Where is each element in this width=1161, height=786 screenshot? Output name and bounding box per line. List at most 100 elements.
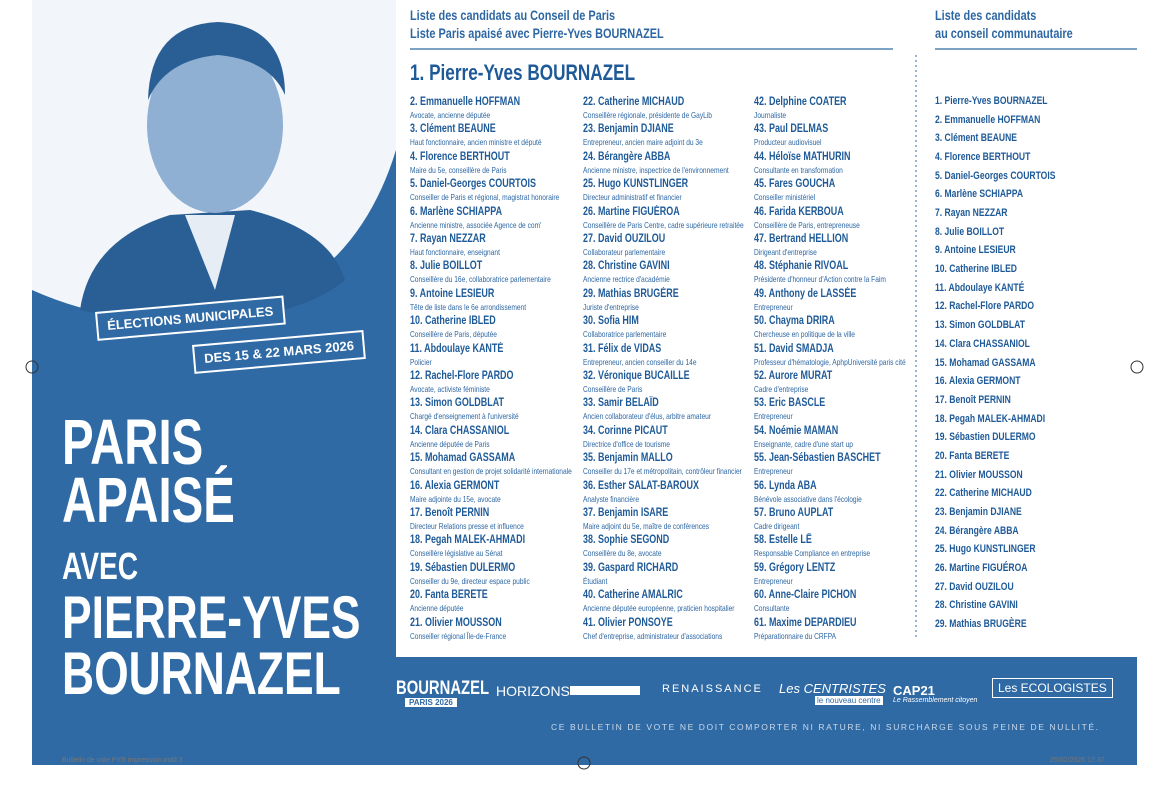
candidate-description: Conseillère du 8e, avocate xyxy=(583,548,662,559)
candidate-name: 51. David SMADJA xyxy=(754,342,834,355)
candidate-name: 30. Sofia HIM xyxy=(583,315,639,328)
logo-sub: le nouveau centre xyxy=(815,696,883,705)
candidate-name: 7. Rayan NEZZAR xyxy=(410,233,486,245)
candidate-name: 50. Chayma DRIRA xyxy=(754,315,835,328)
candidate-description: Conseillère législative au Sénat xyxy=(410,548,503,559)
candidate-description: Conseillère de Paris xyxy=(583,384,643,394)
candidate-description: Collaboratrice parlementaire xyxy=(583,329,667,340)
candidate-name: 24. Bérangère ABBA xyxy=(583,150,671,163)
candidate-description: Directeur administratif et financier xyxy=(583,192,682,203)
candidate-name: PIERRE-YVES xyxy=(62,584,361,651)
candidate-description: Ancienne députée de Paris xyxy=(410,438,490,449)
with: AVEC xyxy=(62,546,139,588)
candidate-description: Policier xyxy=(410,356,432,367)
candidate-name: 21. Olivier MOUSSON xyxy=(410,616,502,629)
logo: RENAISSANCE xyxy=(662,683,763,695)
notice: CE BULLETIN DE VOTE NE DOIT COMPORTER NI… xyxy=(551,722,1100,732)
candidate-name: 4. Florence BERTHOUT xyxy=(410,150,510,163)
candidate-description: Cadre dirigeant xyxy=(754,521,800,531)
candidate-description: Producteur audiovisuel xyxy=(754,137,822,148)
community-candidate: 2. Emmanuelle HOFFMAN xyxy=(935,113,1041,126)
candidate-description: Conseiller régional Île-de-France xyxy=(410,630,507,641)
candidate-description: Maire adjointe du 15e, avocate xyxy=(410,493,501,504)
candidate-description: Avocate, ancienne députée xyxy=(410,110,491,120)
crop-marks xyxy=(25,360,1144,770)
candidate-name: 56. Lynda ABA xyxy=(754,479,817,492)
list-title: au conseil communautaire xyxy=(935,25,1073,41)
candidate-name: 52. Aurore MURAT xyxy=(754,370,833,382)
candidate-name: 46. Farida KERBOUA xyxy=(754,205,844,218)
candidate-name: 20. Fanta BERETE xyxy=(410,589,488,602)
candidate-name: 35. Benjamin MALLO xyxy=(583,452,673,465)
candidate-description: Consultant en gestion de projet solidari… xyxy=(410,466,572,477)
candidate-description: Collaborateur parlementaire xyxy=(583,247,666,257)
candidate-description: Entrepreneur xyxy=(754,575,793,586)
candidate-name: 10. Catherine IBLED xyxy=(410,315,496,328)
candidate-name: 33. Samir BELAÏD xyxy=(583,397,659,410)
candidate-name: 13. Simon GOLDBLAT xyxy=(410,397,505,410)
community-candidate: 9. Antoine LESIEUR xyxy=(935,244,1016,257)
candidate-description: Tête de liste dans le 6e arrondissement xyxy=(410,301,527,312)
photo-shirt xyxy=(185,215,235,290)
logo-sub: PARIS 2026 xyxy=(405,698,457,707)
candidate-name: BOURNAZEL xyxy=(62,640,341,707)
community-candidate: 3. Clément BEAUNE xyxy=(935,132,1018,145)
community-candidate: 12. Rachel-Flore PARDO xyxy=(935,300,1035,313)
candidate-description: Conseiller de Paris et régional, magistr… xyxy=(410,192,560,203)
head-candidate: 1. Pierre-Yves BOURNAZEL xyxy=(410,60,636,85)
logo: Les ECOLOGISTES xyxy=(992,678,1113,698)
community-candidate: 23. Benjamin DJIANE xyxy=(935,505,1022,518)
candidate-name: 23. Benjamin DJIANE xyxy=(583,123,674,136)
candidate-name: 43. Paul DELMAS xyxy=(754,123,829,136)
candidate-description: Chargé d'enseignement à l'université xyxy=(410,411,519,422)
community-candidate: 22. Catherine MICHAUD xyxy=(935,487,1032,500)
community-candidate: 10. Catherine IBLED xyxy=(935,263,1018,276)
candidate-name: 57. Bruno AUPLAT xyxy=(754,507,834,519)
candidate-name: 11. Abdoulaye KANTÉ xyxy=(410,342,504,355)
candidate-description: Cadre d'entreprise xyxy=(754,384,809,394)
candidate-name: 2. Emmanuelle HOFFMAN xyxy=(410,96,521,108)
candidate-name: 27. David OUZILOU xyxy=(583,233,666,245)
candidate-description: Entrepreneur xyxy=(754,466,793,477)
community-candidate: 27. David OUZILOU xyxy=(935,580,1014,593)
candidate-description: Analyste financière xyxy=(583,493,640,504)
candidate-description: Haut fonctionnaire, ancien ministre et d… xyxy=(410,137,542,148)
candidate-name: 40. Catherine AMALRIC xyxy=(583,589,683,602)
candidate-name: 34. Corinne PICAUT xyxy=(583,424,668,437)
candidate-name: 45. Fares GOUCHA xyxy=(754,178,836,191)
logo: Les CENTRISTES xyxy=(779,681,886,696)
candidate-description: Conseillère de Paris, députée xyxy=(410,329,497,340)
candidate-name: 26. Martine FIGUÉROA xyxy=(583,205,680,218)
candidate-name: 61. Maxime DEPARDIEU xyxy=(754,616,857,629)
candidate-description: Ancienne rectrice d'académie xyxy=(583,274,670,285)
candidate-description: Conseillère régionale, présidente de Gay… xyxy=(583,110,713,120)
candidate-description: Ancienne ministre, associée Agence de co… xyxy=(410,219,542,230)
community-candidate: 4. Florence BERTHOUT xyxy=(935,151,1031,164)
community-candidate: 14. Clara CHASSANIOL xyxy=(935,337,1030,350)
candidate-description: Bénévole associative dans l'écologie xyxy=(754,493,862,504)
candidate-name: 49. Anthony de LASSÉE xyxy=(754,287,857,300)
community-candidate: 20. Fanta BERETE xyxy=(935,449,1010,462)
candidate-name: 8. Julie BOILLOT xyxy=(410,260,483,273)
candidate-name: 16. Alexia GERMONT xyxy=(410,479,500,492)
candidate-name: 12. Rachel-Flore PARDO xyxy=(410,370,514,382)
community-candidate: 17. Benoît PERNIN xyxy=(935,393,1011,406)
community-candidate: 6. Marlène SCHIAPPA xyxy=(935,188,1024,201)
candidate-description: Entrepreneur xyxy=(754,301,793,312)
community-candidate: 16. Alexia GERMONT xyxy=(935,375,1021,388)
candidate-name: 41. Olivier PONSOYE xyxy=(583,616,673,629)
candidate-name: 59. Grégory LENTZ xyxy=(754,561,836,574)
logo: CAP21 xyxy=(893,683,935,698)
candidate-name: 3. Clément BEAUNE xyxy=(410,123,496,136)
candidate-description: Maire adjoint du 5e, maître de conférenc… xyxy=(583,521,710,531)
candidate-name: 53. Eric BASCLE xyxy=(754,397,826,410)
candidate-description: Conseiller du 17e et métropolitain, cont… xyxy=(583,466,742,477)
community-candidate: 19. Sébastien DULERMO xyxy=(935,431,1036,444)
candidate-description: Ancienne députée xyxy=(410,603,464,614)
community-candidate: 26. Martine FIGUÉROA xyxy=(935,562,1028,574)
candidate-description: Dirigeant d'entreprise xyxy=(754,247,817,257)
candidate-name: 37. Benjamin ISARE xyxy=(583,507,669,519)
logo: BOURNAZEL xyxy=(396,678,490,699)
